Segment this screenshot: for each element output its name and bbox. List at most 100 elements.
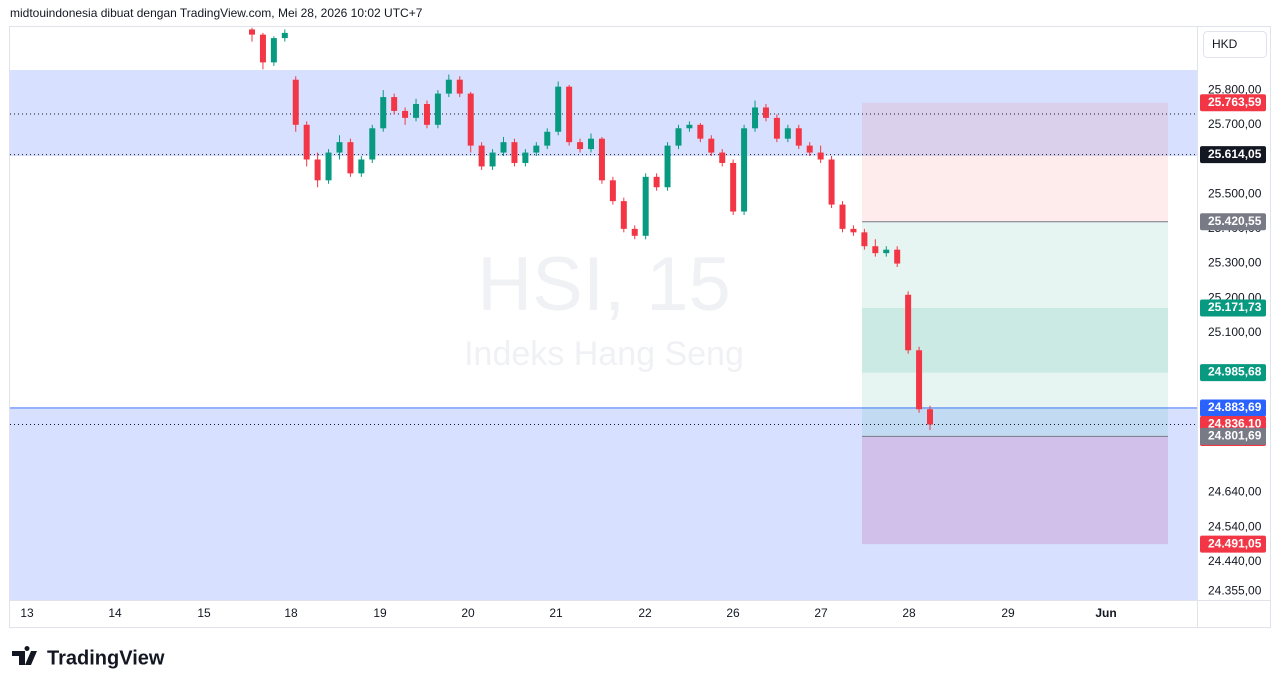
candle-body xyxy=(577,142,584,150)
candle-body xyxy=(391,97,398,111)
x-tick-label: 21 xyxy=(549,606,563,620)
candle-body xyxy=(500,142,507,153)
watermark-title: HSI, 15 xyxy=(477,242,730,327)
candle-body xyxy=(413,104,420,118)
candle-body xyxy=(467,93,474,146)
logo-mark xyxy=(12,645,37,665)
x-tick-label: 22 xyxy=(638,606,652,620)
position-box xyxy=(862,221,1168,437)
x-tick-label: 27 xyxy=(814,606,828,620)
price-label: 24.836,10 xyxy=(1208,417,1262,431)
price-label-box xyxy=(1200,146,1266,164)
candle-body xyxy=(664,145,671,188)
candle-body xyxy=(883,249,890,254)
x-tick-label: Jun xyxy=(1095,606,1116,620)
candle-body xyxy=(281,32,288,39)
y-tick-label: 25.300,00 xyxy=(1208,256,1262,270)
x-tick-label: 15 xyxy=(197,606,211,620)
x-tick-label: 19 xyxy=(373,606,387,620)
position-box xyxy=(862,436,1168,545)
candle-body xyxy=(259,34,266,63)
candle-body xyxy=(697,124,704,139)
price-label-box xyxy=(1200,535,1266,553)
candle-body xyxy=(292,79,299,125)
candle-body xyxy=(314,159,321,181)
y-tick-label: 25.700,00 xyxy=(1208,117,1262,131)
candle-body xyxy=(752,107,759,129)
candle-body xyxy=(916,350,923,410)
candle-body xyxy=(522,152,529,163)
x-tick-label: 29 xyxy=(1001,606,1015,620)
currency-button[interactable] xyxy=(1203,31,1267,58)
frame xyxy=(9,26,1271,628)
candle-body xyxy=(642,176,649,236)
logo-text: TradingView xyxy=(47,647,165,669)
y-tick-label: 24.440,00 xyxy=(1208,554,1262,568)
candle-body xyxy=(270,38,277,63)
candle-body xyxy=(762,107,769,118)
watermark-subtitle: Indeks Hang Seng xyxy=(464,335,744,373)
price-label-box xyxy=(1200,427,1266,445)
candle-body xyxy=(249,29,255,35)
candle-body xyxy=(708,138,715,153)
candle-body xyxy=(894,249,901,264)
price-label: 24.883,69 xyxy=(1208,400,1262,414)
candle-body xyxy=(544,131,551,146)
candle-body xyxy=(533,145,540,153)
candle-body xyxy=(784,128,791,139)
price-label: 25.420,55 xyxy=(1208,214,1262,228)
candle-body xyxy=(817,152,824,160)
price-label: 24.801,69 xyxy=(1208,429,1262,443)
candle-body xyxy=(927,409,933,425)
x-tick-label: 18 xyxy=(284,606,298,620)
y-tick-label: 25.500,00 xyxy=(1208,186,1262,200)
x-tick-label: 14 xyxy=(108,606,122,620)
candle-body xyxy=(795,128,802,146)
candle-body xyxy=(489,152,496,167)
x-tick-label: 26 xyxy=(726,606,740,620)
price-label: 25.171,73 xyxy=(1208,300,1262,314)
candle-body xyxy=(566,86,573,143)
candle-body xyxy=(555,86,562,132)
price-label: 24.491,05 xyxy=(1208,536,1262,550)
candle-body xyxy=(806,145,813,153)
candle-body xyxy=(773,117,780,139)
candle-body xyxy=(719,152,726,163)
y-tick-label: 24.540,00 xyxy=(1208,519,1262,533)
candle-body xyxy=(872,246,879,254)
y-tick-label: 24.640,00 xyxy=(1208,485,1262,499)
candle-body xyxy=(478,145,485,167)
candle-body xyxy=(369,128,376,160)
price-label: 25.614,05 xyxy=(1208,147,1262,161)
candle-body xyxy=(588,138,594,150)
candle-body xyxy=(347,142,354,174)
candle-body xyxy=(839,204,846,229)
candle-body xyxy=(336,142,343,153)
y-tick-label: 25.100,00 xyxy=(1208,325,1262,339)
position-box xyxy=(862,102,1168,222)
price-label-box xyxy=(1200,94,1266,112)
candle-body xyxy=(445,79,452,94)
candle-body xyxy=(686,124,693,129)
candle-body xyxy=(609,180,616,202)
candle-body xyxy=(730,162,737,212)
zone xyxy=(10,407,1197,600)
candle-body xyxy=(741,128,748,212)
candle-body xyxy=(434,93,441,125)
plot: HSI, 15 Indeks Hang Seng xyxy=(10,27,1197,600)
candle-body xyxy=(675,128,682,146)
header-text: midtouindonesia dibuat dengan TradingVie… xyxy=(10,6,423,20)
price-label-box xyxy=(1200,399,1266,417)
x-tick-label: 28 xyxy=(902,606,916,620)
candle-body xyxy=(380,97,387,129)
price-label: 24.985,68 xyxy=(1208,365,1262,379)
currency[interactable]: HKD xyxy=(1212,37,1238,51)
candle-body xyxy=(905,294,912,351)
candle-body xyxy=(850,228,857,233)
price-label-box xyxy=(1200,364,1266,382)
candle-body xyxy=(402,110,409,118)
position-box xyxy=(862,308,1168,373)
candle-body xyxy=(598,138,605,181)
